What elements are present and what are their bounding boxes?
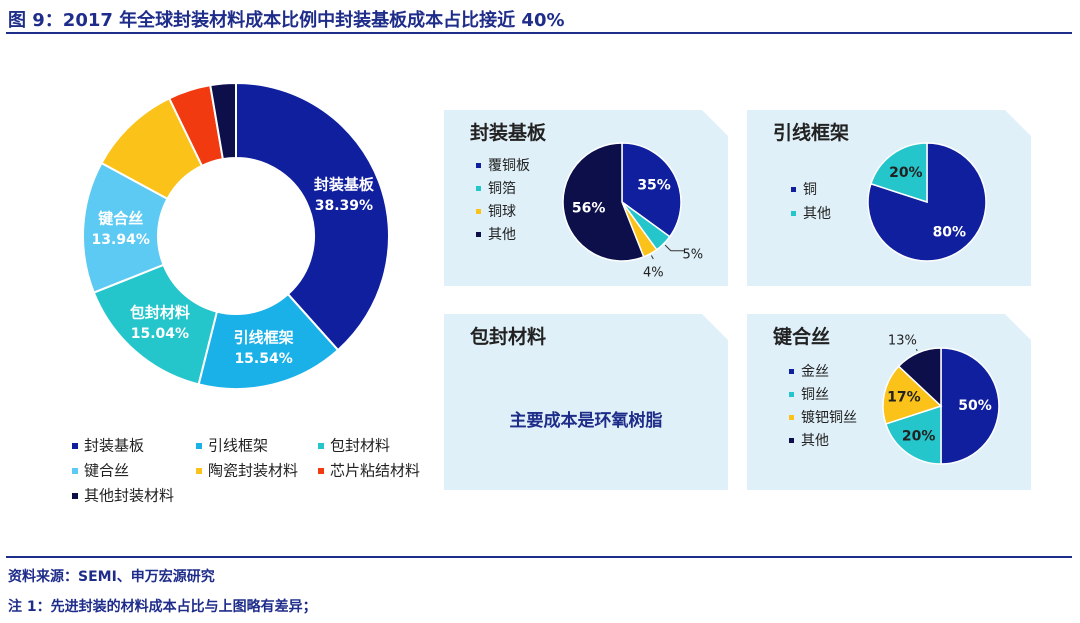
slice-value-label: 35% [637, 178, 671, 194]
legend-swatch [476, 209, 481, 214]
slice-value-label: 15.54% [234, 351, 292, 367]
legend-swatch [72, 468, 78, 474]
slice-category-label: 封装基板 [314, 175, 375, 193]
leadframe-pie-chart: 80% 20% 铜其他 [791, 142, 987, 262]
legend-entry: 金丝 [801, 364, 829, 380]
legend-swatch [789, 369, 794, 374]
legend-swatch [789, 438, 794, 443]
pie-slice [867, 142, 987, 262]
slice-value-label: 56% [572, 200, 606, 216]
panel-substrate: 封装基板 35% 5% 4% 56% 覆铜板铜箔铜球其他 [444, 110, 728, 286]
legend-entry: 铜箔 [488, 181, 516, 197]
pie-slice [621, 142, 682, 238]
slice-value-label: 4% [643, 265, 664, 280]
title-rule [6, 32, 1072, 34]
legend-entry: 键合丝 [84, 462, 129, 480]
slice-category-label: 键合丝 [97, 210, 143, 228]
panel-encapsulation: 包封材料 主要成本是环氧树脂 [444, 314, 728, 490]
legend-swatch [791, 187, 796, 192]
pie-slice [897, 347, 942, 408]
slice-value-label: 80% [933, 225, 967, 241]
source-note: 资料来源：SEMI、申万宏源研究 [8, 569, 215, 585]
leader-line [664, 244, 685, 252]
slice-value-label: 20% [889, 165, 923, 181]
slice-category-label: 包封材料 [130, 303, 190, 321]
legend-swatch [318, 443, 324, 449]
legend-swatch [789, 415, 794, 420]
leader-line [915, 348, 918, 352]
slice-value-label: 15.04% [131, 326, 189, 342]
slice-value-label: 13.94% [92, 232, 150, 248]
legend-entry: 封装基板 [84, 437, 144, 455]
legend-swatch [196, 443, 202, 449]
panel-text: 主要成本是环氧树脂 [509, 411, 663, 431]
panel-fold-corner [1005, 314, 1031, 340]
legend-swatch [789, 392, 794, 397]
panel-fold-corner [702, 314, 728, 340]
panel-fold-corner [1005, 110, 1031, 136]
legend-entry: 铜球 [488, 204, 516, 220]
slice-value-label: 5% [682, 247, 703, 262]
footnote: 注 1：先进封装的材料成本占比与上图略有差异； [8, 599, 317, 615]
leader-line [650, 255, 654, 260]
legend-entry: 包封材料 [330, 437, 390, 455]
legend-swatch [476, 163, 481, 168]
legend-entry: 镀钯铜丝 [801, 409, 857, 426]
legend-entry: 引线框架 [208, 437, 268, 455]
legend-entry: 芯片粘结材料 [330, 462, 420, 480]
legend-swatch [72, 443, 78, 449]
panel-title: 引线框架 [773, 122, 850, 144]
legend-entry: 其他 [803, 206, 831, 222]
pie-slice [940, 347, 1000, 465]
footer-rule [6, 556, 1072, 558]
panel-bonding-wire: 键合丝 50% 20% 17% 13% 金丝铜丝镀钯铜丝其他 [747, 314, 1031, 490]
legend-entry: 其他 [488, 227, 516, 243]
panel-leadframe: 引线框架 80% 20% 铜其他 [747, 110, 1031, 286]
legend-entry: 铜丝 [801, 387, 829, 403]
pie-slice [884, 404, 942, 465]
legend-entry: 其他 [801, 433, 829, 449]
legend-entry: 陶瓷封装材料 [208, 462, 298, 480]
page-title: 图 9：2017 年全球封装材料成本比例中封装基板成本占比接近 40% [8, 10, 565, 31]
legend-swatch [791, 211, 796, 216]
pie-slice [562, 142, 645, 262]
main-donut-chart: 封装基板 38.39% 引线框架 15.54% 包封材料 15.04% 键合丝 13.94% 封… [72, 81, 420, 505]
legend-entry: 铜 [803, 182, 817, 198]
slice-category-label: 引线框架 [234, 329, 294, 347]
panel-title: 键合丝 [773, 326, 831, 348]
slice-value-label: 38.39% [315, 198, 373, 214]
slice-value-label: 17% [887, 390, 921, 406]
slice-value-label: 50% [958, 398, 992, 414]
slice-value-label: 13% [888, 334, 917, 349]
legend-swatch [476, 186, 481, 191]
panel-title: 包封材料 [470, 326, 547, 348]
panel-fold-corner [702, 110, 728, 136]
donut-slice [235, 81, 390, 352]
slice-value-label: 20% [902, 429, 936, 445]
legend-entry: 覆铜板 [488, 158, 530, 174]
legend-swatch [318, 468, 324, 474]
pie-slice [869, 142, 928, 204]
legend-swatch [72, 493, 78, 499]
legend-entry: 其他封装材料 [84, 487, 174, 505]
pie-slice [882, 365, 943, 425]
legend-swatch [476, 232, 481, 237]
panel-title: 封装基板 [470, 122, 547, 144]
legend-swatch [196, 468, 202, 474]
donut-slice [209, 81, 237, 161]
